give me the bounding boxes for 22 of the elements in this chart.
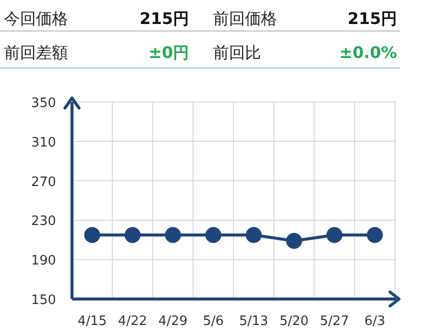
y-tick-label: 150 [31,293,56,308]
text: 215円 [140,9,189,28]
x-tick-label: 5/27 [320,314,350,329]
text: 今回価格 [4,9,68,28]
text: 前回差額 [4,43,68,62]
y-tick-label: 310 [31,135,56,150]
y-tick-label: 350 [31,96,56,111]
x-tick-label: 5/6 [202,314,224,329]
text: 前回比 [213,43,261,62]
text: 前回価格 [213,9,277,28]
text: ±0円 [148,43,189,62]
y-tick-label: 270 [31,174,56,190]
text: ±0.0% [339,43,397,62]
text: 215円 [348,9,397,28]
x-tick-label: 5/20 [279,314,309,329]
x-tick-label: 4/15 [78,314,107,329]
x-tick-label: 4/22 [118,314,148,329]
x-tick-label: 4/29 [158,314,188,329]
y-tick-label: 230 [31,214,56,230]
x-tick-label: 5/13 [239,314,268,329]
x-tick-label: 6/3 [364,314,386,329]
y-tick-label: 190 [31,254,56,269]
